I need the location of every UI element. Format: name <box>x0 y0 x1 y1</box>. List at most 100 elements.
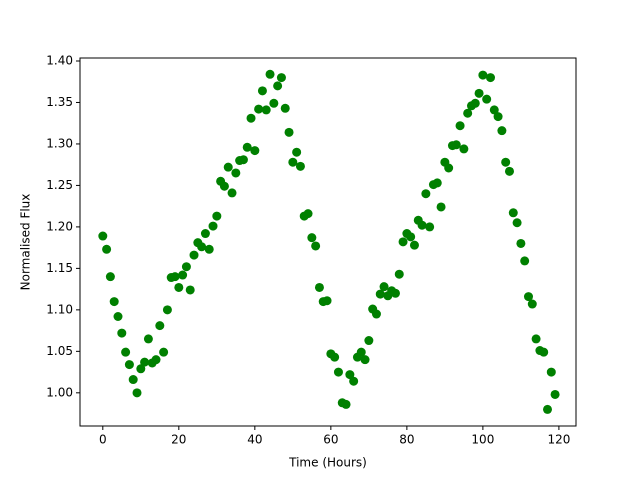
data-point <box>162 305 172 315</box>
data-point <box>98 231 108 241</box>
y-tick-label: 1.00 <box>46 385 73 399</box>
data-point <box>254 104 264 114</box>
data-point <box>284 127 294 137</box>
data-point <box>303 209 313 219</box>
data-point <box>489 105 499 115</box>
data-point <box>155 321 165 331</box>
data-point <box>117 328 127 338</box>
data-point <box>113 311 123 321</box>
data-point <box>455 121 465 131</box>
data-point <box>330 352 340 362</box>
data-point <box>159 347 169 357</box>
data-point <box>178 270 188 280</box>
data-point <box>132 388 142 398</box>
data-point <box>242 142 252 152</box>
data-point <box>238 155 248 165</box>
data-point <box>322 296 332 306</box>
data-point <box>531 334 541 344</box>
y-axis-label: Normalised Flux <box>19 194 33 291</box>
data-point <box>436 202 446 212</box>
data-point <box>523 292 533 302</box>
data-point <box>421 189 431 199</box>
data-point <box>227 188 237 198</box>
data-point <box>371 309 381 319</box>
x-axis-label: Time (Hours) <box>288 456 367 470</box>
data-point <box>504 166 514 176</box>
data-point <box>333 367 343 377</box>
data-point <box>356 347 366 357</box>
data-point <box>493 112 503 122</box>
data-point <box>390 288 400 298</box>
data-point <box>212 211 222 221</box>
data-point <box>406 232 416 242</box>
data-point <box>360 355 370 365</box>
data-point <box>444 163 454 173</box>
data-point <box>463 108 473 118</box>
data-point <box>501 157 511 167</box>
y-tick-label: 1.10 <box>46 302 73 316</box>
data-point <box>257 86 267 96</box>
data-point <box>520 256 530 266</box>
data-point <box>527 299 537 309</box>
data-point <box>417 220 427 230</box>
x-tick-label: 60 <box>323 433 338 447</box>
data-point <box>265 69 275 79</box>
y-tick-label: 1.40 <box>46 53 73 67</box>
data-point <box>250 146 260 156</box>
data-point <box>269 98 279 108</box>
data-point <box>485 73 495 83</box>
x-tick-label: 80 <box>399 433 414 447</box>
data-point <box>546 367 556 377</box>
data-point <box>128 375 138 385</box>
data-point <box>516 238 526 248</box>
data-point <box>311 241 321 251</box>
data-point <box>181 262 191 272</box>
data-point <box>478 70 488 80</box>
data-point <box>295 161 305 171</box>
data-point <box>231 168 241 178</box>
data-point <box>273 81 283 91</box>
data-point <box>459 144 469 154</box>
data-point <box>508 208 518 218</box>
data-point <box>204 244 214 254</box>
y-tick-label: 1.30 <box>46 136 73 150</box>
data-point <box>288 157 298 167</box>
data-point <box>223 162 233 172</box>
data-point <box>398 237 408 247</box>
data-point <box>136 364 146 374</box>
y-tick-label: 1.35 <box>46 95 73 109</box>
data-point <box>185 285 195 295</box>
data-point <box>470 98 480 108</box>
data-point <box>474 88 484 98</box>
data-point <box>409 240 419 250</box>
data-point <box>482 94 492 104</box>
data-point <box>307 233 317 243</box>
data-point <box>314 282 324 292</box>
data-point <box>542 404 552 414</box>
data-point <box>280 103 290 113</box>
data-point <box>451 140 461 150</box>
x-tick-label: 40 <box>247 433 262 447</box>
y-tick-label: 1.15 <box>46 261 73 275</box>
y-tick-label: 1.05 <box>46 344 73 358</box>
y-tick-label: 1.20 <box>46 219 73 233</box>
data-point <box>105 272 115 282</box>
data-point <box>425 222 435 232</box>
data-point <box>432 178 442 188</box>
data-point <box>200 229 210 239</box>
data-point <box>379 282 389 292</box>
data-point <box>261 105 271 115</box>
data-point <box>174 282 184 292</box>
data-point <box>124 360 134 370</box>
data-point <box>109 297 119 307</box>
data-point <box>276 73 286 83</box>
data-point <box>219 181 229 191</box>
data-point <box>151 355 161 365</box>
x-tick-label: 100 <box>471 433 494 447</box>
data-point <box>246 113 256 123</box>
data-point <box>497 126 507 136</box>
data-point <box>197 242 207 252</box>
data-point <box>349 376 359 386</box>
